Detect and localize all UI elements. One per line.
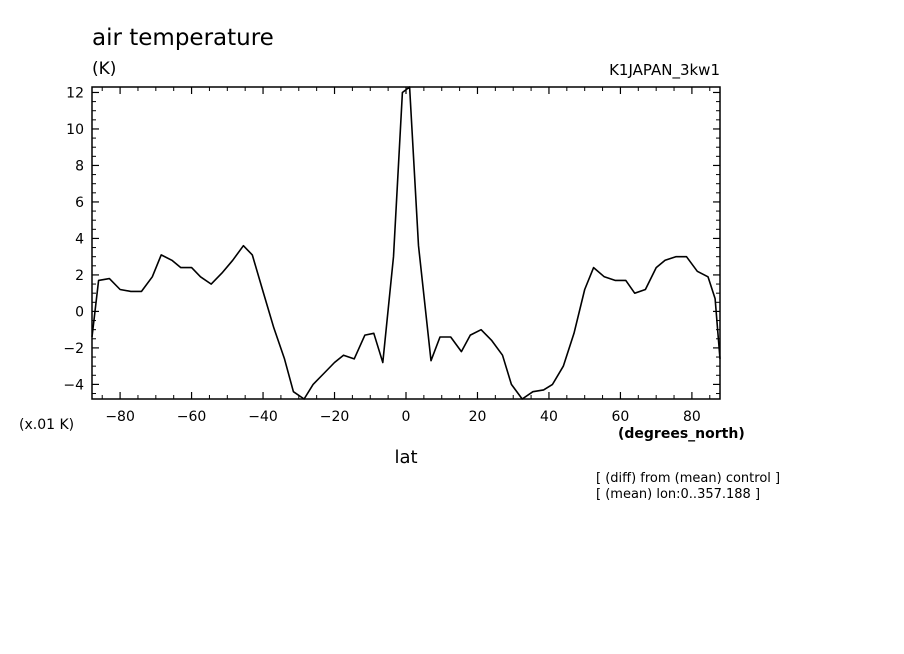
note-line: [ (mean) lon:0..357.188 ] <box>596 487 760 502</box>
x-tick-label: −60 <box>177 409 207 425</box>
run-label: K1JAPAN_3kw1 <box>609 61 720 80</box>
y-tick-label: −4 <box>63 377 84 393</box>
y-tick-label: 10 <box>66 122 84 138</box>
y-scale-label: (x.01 K) <box>19 417 74 433</box>
chart-units-label: (K) <box>92 59 116 79</box>
x-tick-label: 80 <box>683 409 701 425</box>
y-tick-label: 6 <box>75 195 84 211</box>
y-tick-label: 4 <box>75 231 84 247</box>
y-tick-label: 12 <box>66 85 84 101</box>
plot-frame <box>91 86 721 400</box>
y-tick-label: 8 <box>75 158 84 174</box>
x-tick-label: −80 <box>105 409 135 425</box>
chart-title: air temperature <box>92 25 274 51</box>
y-tick-label: −2 <box>63 341 84 357</box>
y-tick-labels: −4 −2 0 2 4 6 8 10 12 <box>63 85 84 393</box>
x-tick-label: 60 <box>612 409 630 425</box>
x-tick-label: 40 <box>540 409 558 425</box>
note-line: [ (diff) from (mean) control ] <box>596 471 780 486</box>
x-tick-labels: −80 −60 −40 −20 0 20 40 60 80 <box>105 409 701 425</box>
x-tick-label: 0 <box>402 409 411 425</box>
x-units-label: (degrees_north) <box>618 426 745 442</box>
x-axis-label: lat <box>394 447 417 468</box>
x-tick-label: 20 <box>469 409 487 425</box>
y-tick-label: 2 <box>75 268 84 284</box>
x-tick-label: −20 <box>320 409 350 425</box>
series-line <box>91 86 721 400</box>
y-tick-label: 0 <box>75 304 84 320</box>
x-tick-label: −40 <box>248 409 278 425</box>
